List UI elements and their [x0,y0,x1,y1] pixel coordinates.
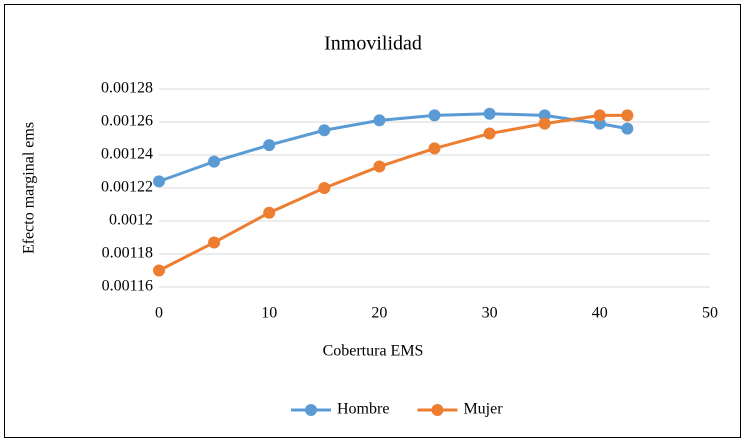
point [153,175,165,188]
point [483,127,496,140]
legend-marker [431,404,444,416]
x-tick-label: 20 [371,305,387,322]
x-tick-label: 30 [482,305,498,322]
point [373,160,386,173]
x-tick-label: 0 [155,305,163,322]
point [538,109,551,122]
series-line [158,113,628,272]
y-tick-label: 0.00122 [101,179,153,196]
legend-label: Hombre [337,401,389,418]
chart-title: Inmovilidad [324,33,422,55]
y-axis-title: Efecto marginal ems [21,122,38,254]
point [318,124,331,137]
point [428,109,441,122]
y-tick-label: 0.00128 [101,80,153,97]
point [593,117,606,130]
legend-label: Mujer [463,401,503,418]
point [318,182,331,194]
y-tick-label: 0.00126 [101,113,153,130]
x-axis-title: Cobertura EMS [323,343,424,360]
point [621,109,634,122]
point [208,155,221,168]
point [373,114,386,127]
point [153,264,165,277]
point [538,117,551,130]
point [263,206,276,219]
y-tick-label: 0.00118 [102,245,153,262]
point [483,107,496,120]
point [593,109,606,122]
legend-marker [305,404,317,416]
point [208,236,221,249]
y-tick-label: 0.0012 [109,212,153,229]
x-tick-label: 50 [702,305,718,322]
point [428,142,441,155]
point [263,139,276,152]
point [621,122,634,135]
y-tick-label: 0.00124 [101,146,153,163]
x-tick-label: 10 [261,305,277,322]
x-tick-label: 40 [592,305,608,322]
y-tick-label: 0.00116 [102,278,153,295]
